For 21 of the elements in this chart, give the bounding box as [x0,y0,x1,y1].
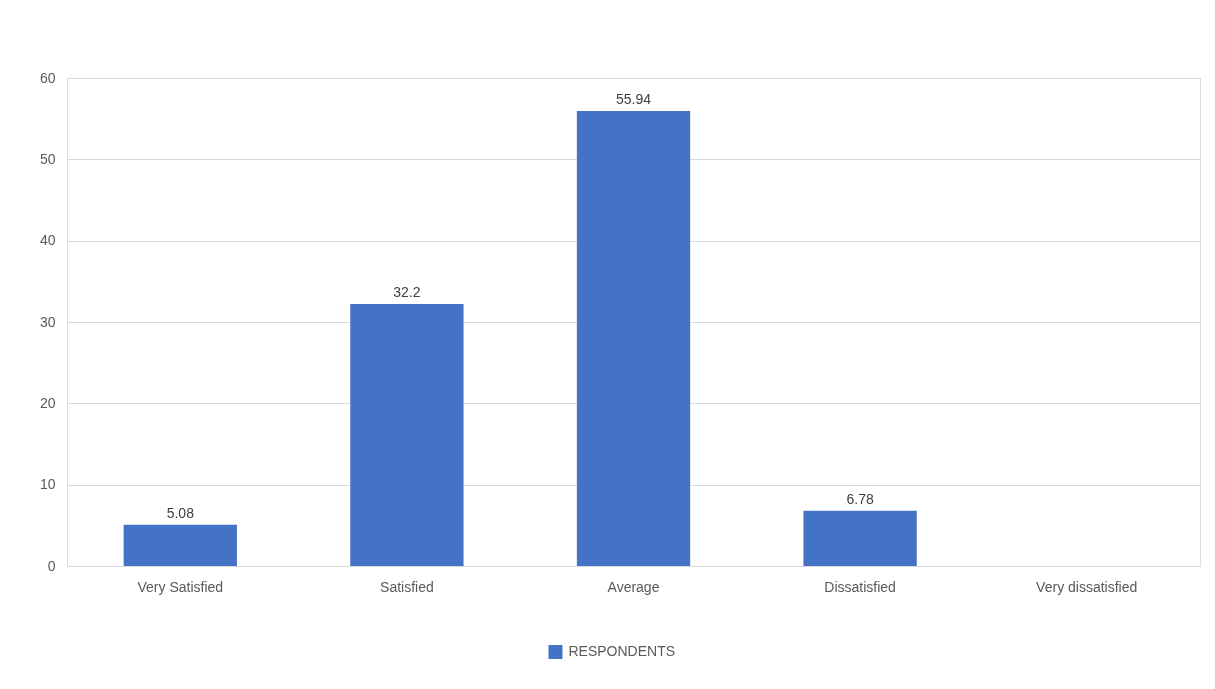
data-label: 32.2 [393,284,421,301]
legend-label: RESPONDENTS [568,643,676,659]
y-tick-label: 60 [39,69,56,86]
y-tick-label: 50 [39,150,56,167]
bar [123,524,237,566]
data-label: 55.94 [615,91,652,108]
x-tick-label: Very dissatisfied [1036,578,1138,595]
x-tick-label: Average [607,578,660,595]
bar [350,304,464,566]
y-tick-label: 30 [39,313,56,330]
x-tick-label: Very Satisfied [137,578,224,595]
y-tick-label: 10 [39,476,56,493]
x-tick-label: Dissatisfied [824,578,896,595]
y-tick-label: 20 [39,394,56,411]
bar [803,510,917,566]
bar [576,111,691,566]
y-tick-label: 0 [47,557,56,574]
x-tick-label: Satisfied [380,578,434,595]
data-label: 5.08 [166,504,195,521]
y-tick-label: 40 [39,232,56,249]
data-label: 6.78 [846,490,874,507]
